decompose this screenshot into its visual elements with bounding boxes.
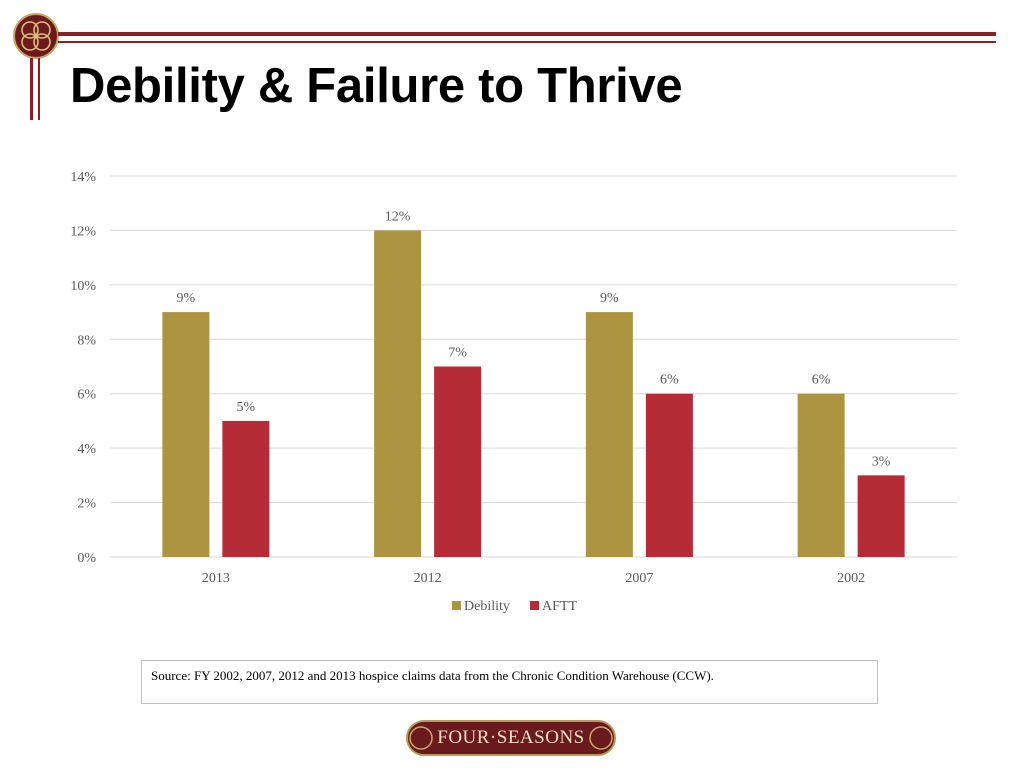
four-seasons-logo: FOUR·SEASONS	[405, 718, 617, 758]
legend-label-debility: Debility	[464, 599, 510, 614]
header-vertical-bar-thin	[38, 58, 40, 120]
bar-debility-2013	[162, 312, 210, 557]
legend-swatch-debility	[452, 601, 461, 610]
bar-debility-2012	[374, 230, 422, 557]
y-tick-label: 2%	[77, 497, 96, 512]
data-label: 12%	[385, 209, 411, 224]
data-label: 9%	[600, 291, 619, 306]
y-tick-label: 4%	[77, 442, 96, 457]
legend-label-aftt: AFTT	[542, 599, 577, 614]
bar-aftt-2012	[434, 366, 482, 557]
bar-aftt-2007	[645, 393, 693, 557]
four-seasons-knot-icon	[13, 13, 59, 59]
y-tick-label: 12%	[70, 224, 96, 239]
data-label: 9%	[177, 291, 196, 306]
header-vertical-bar	[30, 58, 33, 120]
x-tick-label: 2012	[414, 571, 442, 586]
data-label: 5%	[237, 400, 256, 415]
header-rule-thin	[58, 41, 996, 43]
bar-debility-2002	[797, 393, 845, 557]
y-tick-label: 8%	[77, 333, 96, 348]
footer-logo-text: FOUR·SEASONS	[437, 727, 585, 748]
x-tick-label: 2002	[837, 571, 865, 586]
data-label: 6%	[812, 373, 831, 388]
data-label: 6%	[660, 373, 679, 388]
data-label: 3%	[872, 454, 891, 469]
bar-aftt-2013	[222, 420, 270, 557]
legend-swatch-aftt	[530, 601, 539, 610]
four-seasons-logo-badge	[406, 720, 616, 756]
page-title: Debility & Failure to Thrive	[70, 59, 683, 113]
source-note-box: Source: FY 2002, 2007, 2012 and 2013 hos…	[141, 660, 878, 704]
bar-debility-2007	[585, 312, 633, 557]
bar-chart: 0% 2% 4% 6% 8% 10% 12% 14% 9% 5% 2013 12% 7% 2012 9% 6%…	[70, 170, 957, 614]
x-tick-label: 2013	[202, 571, 230, 586]
y-tick-label: 6%	[77, 388, 96, 403]
data-label: 7%	[448, 346, 467, 361]
source-note: Source: FY 2002, 2007, 2012 and 2013 hos…	[151, 668, 714, 683]
y-tick-label: 0%	[77, 551, 96, 566]
y-tick-label: 10%	[70, 279, 96, 294]
bar-aftt-2002	[857, 475, 905, 557]
x-tick-label: 2007	[625, 571, 653, 586]
y-tick-label: 14%	[70, 170, 96, 185]
header-rule-thick	[58, 32, 996, 36]
